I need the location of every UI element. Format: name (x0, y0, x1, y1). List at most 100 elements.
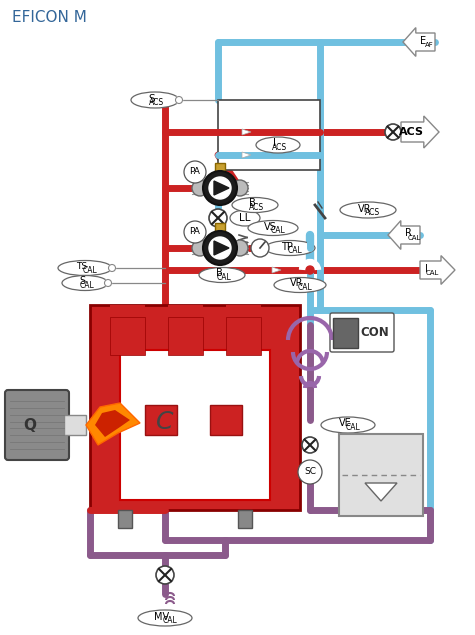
FancyBboxPatch shape (238, 510, 252, 528)
Text: LL: LL (239, 213, 251, 223)
Ellipse shape (321, 417, 375, 433)
Circle shape (156, 566, 174, 584)
Text: ACS: ACS (365, 208, 380, 217)
Text: B: B (216, 269, 222, 279)
Circle shape (203, 171, 237, 205)
Text: CAL: CAL (82, 266, 97, 275)
Circle shape (175, 97, 182, 104)
Text: TP: TP (281, 241, 293, 251)
Text: VE: VE (339, 418, 352, 429)
FancyBboxPatch shape (110, 305, 145, 345)
Polygon shape (242, 129, 251, 135)
Polygon shape (86, 403, 140, 445)
Circle shape (175, 97, 182, 104)
Ellipse shape (265, 241, 315, 255)
Text: S: S (79, 276, 85, 286)
Circle shape (108, 265, 115, 272)
Polygon shape (95, 410, 130, 437)
Ellipse shape (248, 220, 298, 236)
Ellipse shape (274, 277, 326, 293)
Circle shape (184, 161, 206, 183)
Polygon shape (401, 116, 439, 148)
FancyBboxPatch shape (145, 405, 177, 435)
FancyBboxPatch shape (118, 510, 132, 528)
Text: E: E (420, 36, 427, 46)
Text: I: I (274, 138, 276, 149)
Text: R: R (405, 229, 412, 239)
Circle shape (298, 460, 322, 484)
Ellipse shape (62, 276, 108, 290)
Ellipse shape (131, 92, 179, 108)
Polygon shape (272, 267, 281, 273)
Polygon shape (214, 241, 229, 255)
Polygon shape (214, 181, 229, 195)
Circle shape (192, 240, 208, 256)
Text: CAL: CAL (79, 281, 94, 290)
FancyBboxPatch shape (110, 317, 145, 355)
Text: CAL: CAL (297, 283, 312, 292)
FancyBboxPatch shape (333, 318, 358, 348)
Text: I: I (425, 264, 428, 274)
Circle shape (104, 279, 112, 286)
FancyBboxPatch shape (64, 415, 86, 435)
Ellipse shape (256, 137, 300, 153)
Polygon shape (403, 27, 435, 57)
Polygon shape (365, 483, 397, 501)
FancyBboxPatch shape (168, 317, 203, 355)
Circle shape (104, 279, 112, 286)
Text: S: S (149, 93, 155, 104)
Text: CAL: CAL (408, 235, 421, 241)
Text: Q: Q (23, 417, 37, 432)
Text: CON: CON (361, 326, 389, 340)
Text: PA: PA (190, 227, 200, 236)
Text: CAL: CAL (345, 423, 360, 432)
Circle shape (184, 221, 206, 243)
Text: CAL: CAL (270, 226, 285, 235)
Text: EFICON M: EFICON M (12, 11, 87, 25)
Circle shape (232, 180, 248, 196)
FancyBboxPatch shape (330, 313, 394, 352)
Ellipse shape (230, 210, 260, 226)
Circle shape (306, 266, 314, 274)
Ellipse shape (138, 610, 192, 626)
Text: VR: VR (358, 203, 372, 213)
Text: MV: MV (154, 612, 170, 622)
FancyBboxPatch shape (168, 305, 203, 345)
FancyBboxPatch shape (210, 405, 242, 435)
Ellipse shape (232, 197, 278, 213)
Circle shape (302, 437, 318, 453)
Circle shape (209, 237, 231, 259)
Text: SC: SC (304, 467, 316, 476)
Text: ACS: ACS (399, 127, 424, 137)
Text: C: C (156, 410, 174, 434)
Text: CAL: CAL (287, 246, 302, 255)
Text: PA: PA (190, 168, 200, 177)
Text: TS: TS (76, 262, 87, 271)
Circle shape (209, 209, 227, 227)
Text: AF: AF (425, 42, 434, 48)
Text: ACS: ACS (272, 143, 287, 152)
Circle shape (108, 265, 115, 272)
Text: CAL: CAL (426, 270, 439, 276)
Polygon shape (242, 152, 251, 158)
Text: ACS: ACS (149, 98, 164, 107)
Polygon shape (388, 220, 420, 250)
FancyBboxPatch shape (90, 305, 300, 510)
Ellipse shape (340, 202, 396, 218)
FancyBboxPatch shape (226, 305, 261, 345)
Text: VS: VS (264, 222, 276, 232)
Circle shape (209, 177, 231, 199)
Ellipse shape (58, 260, 112, 276)
FancyBboxPatch shape (215, 223, 225, 237)
FancyBboxPatch shape (5, 390, 69, 460)
FancyBboxPatch shape (215, 163, 225, 177)
Polygon shape (420, 256, 455, 284)
Text: CAL: CAL (162, 616, 177, 625)
FancyBboxPatch shape (226, 317, 261, 355)
FancyBboxPatch shape (339, 434, 423, 516)
FancyBboxPatch shape (218, 100, 320, 170)
Circle shape (385, 124, 401, 140)
Circle shape (232, 240, 248, 256)
Ellipse shape (199, 267, 245, 283)
Circle shape (192, 180, 208, 196)
